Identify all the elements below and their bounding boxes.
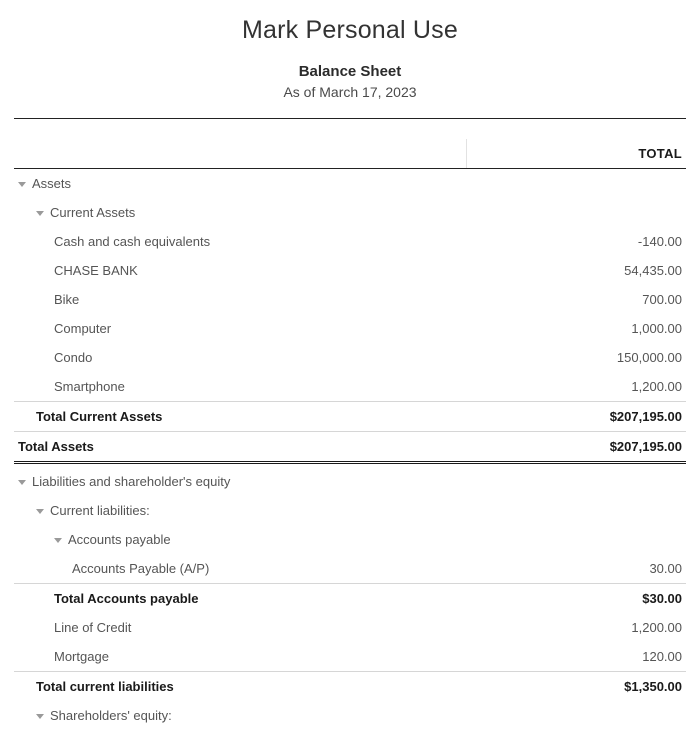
table-row: Total current liabilities $1,350.00 bbox=[14, 672, 686, 702]
row-label: Mortgage bbox=[14, 642, 466, 672]
row-label[interactable]: Liabilities and shareholder's equity bbox=[14, 463, 466, 497]
table-row: Cash and cash equivalents -140.00 bbox=[14, 227, 686, 256]
row-label[interactable]: Shareholders' equity: bbox=[14, 701, 466, 730]
row-amount bbox=[466, 198, 686, 227]
row-label[interactable]: Current liabilities: bbox=[14, 496, 466, 525]
row-label-text: Computer bbox=[54, 321, 111, 336]
row-amount bbox=[466, 496, 686, 525]
table-row: Liabilities and shareholder's equity bbox=[14, 463, 686, 497]
row-amount bbox=[466, 169, 686, 199]
table-row: Mortgage 120.00 bbox=[14, 642, 686, 672]
row-amount: $1,350.00 bbox=[466, 672, 686, 702]
row-amount: 1,000.00 bbox=[466, 314, 686, 343]
row-amount bbox=[466, 701, 686, 730]
row-label: Accounts Payable (A/P) bbox=[14, 554, 466, 584]
caret-down-icon[interactable] bbox=[36, 509, 44, 514]
row-label: Bike bbox=[14, 285, 466, 314]
row-label[interactable]: Accounts payable bbox=[14, 525, 466, 554]
report-title: Mark Personal Use bbox=[14, 16, 686, 45]
row-label: Cash and cash equivalents bbox=[14, 227, 466, 256]
table-row: Total Current Assets $207,195.00 bbox=[14, 402, 686, 432]
table-row: Total Accounts payable $30.00 bbox=[14, 584, 686, 614]
row-amount: 30.00 bbox=[466, 554, 686, 584]
header-divider bbox=[14, 118, 686, 119]
row-amount: 54,435.00 bbox=[466, 256, 686, 285]
table-row: Current Assets bbox=[14, 198, 686, 227]
row-amount: 150,000.00 bbox=[466, 343, 686, 372]
row-amount: 1,200.00 bbox=[466, 613, 686, 642]
table-row: Line of Credit 1,200.00 bbox=[14, 613, 686, 642]
table-row: Bike 700.00 bbox=[14, 285, 686, 314]
row-amount: $207,195.00 bbox=[466, 402, 686, 432]
table-row: Condo 150,000.00 bbox=[14, 343, 686, 372]
row-label: Total current liabilities bbox=[14, 672, 466, 702]
table-row: Current liabilities: bbox=[14, 496, 686, 525]
row-label: Total Current Assets bbox=[14, 402, 466, 432]
row-label-text: Total current liabilities bbox=[36, 679, 174, 694]
row-label-text: Bike bbox=[54, 292, 79, 307]
caret-down-icon[interactable] bbox=[54, 538, 62, 543]
row-label-text: Line of Credit bbox=[54, 620, 131, 635]
row-label-text: Liabilities and shareholder's equity bbox=[32, 474, 230, 489]
row-label-text: Accounts payable bbox=[68, 532, 171, 547]
row-label: Total Accounts payable bbox=[14, 584, 466, 614]
row-label-text: Smartphone bbox=[54, 379, 125, 394]
row-label-text: Total Accounts payable bbox=[54, 591, 198, 606]
row-label-text: CHASE BANK bbox=[54, 263, 138, 278]
table-row: Computer 1,000.00 bbox=[14, 314, 686, 343]
row-label: Total Assets bbox=[14, 432, 466, 463]
table-row: Shareholders' equity: bbox=[14, 701, 686, 730]
table-row: CHASE BANK 54,435.00 bbox=[14, 256, 686, 285]
row-label-text: Current Assets bbox=[50, 205, 135, 220]
row-label: Computer bbox=[14, 314, 466, 343]
row-label-text: Assets bbox=[32, 176, 71, 191]
row-label-text: Total Current Assets bbox=[36, 409, 162, 424]
row-label[interactable]: Assets bbox=[14, 169, 466, 199]
report-date: As of March 17, 2023 bbox=[14, 84, 686, 100]
row-label-text: Mortgage bbox=[54, 649, 109, 664]
row-amount: $30.00 bbox=[466, 584, 686, 614]
row-amount: -140.00 bbox=[466, 227, 686, 256]
table-row: Total Assets $207,195.00 bbox=[14, 432, 686, 463]
caret-down-icon[interactable] bbox=[18, 480, 26, 485]
row-label: Condo bbox=[14, 343, 466, 372]
table-row: Accounts Payable (A/P) 30.00 bbox=[14, 554, 686, 584]
column-header-label bbox=[14, 139, 466, 169]
caret-down-icon[interactable] bbox=[36, 211, 44, 216]
row-label-text: Cash and cash equivalents bbox=[54, 234, 210, 249]
row-label-text: Total Assets bbox=[18, 439, 94, 454]
row-label: Smartphone bbox=[14, 372, 466, 402]
row-amount: 1,200.00 bbox=[466, 372, 686, 402]
row-label-text: Shareholders' equity: bbox=[50, 708, 172, 723]
table-row: Smartphone 1,200.00 bbox=[14, 372, 686, 402]
balance-sheet-table: TOTAL Assets Current Assets Cash and cash … bbox=[14, 139, 686, 730]
row-amount: 700.00 bbox=[466, 285, 686, 314]
row-label: Line of Credit bbox=[14, 613, 466, 642]
column-header-total: TOTAL bbox=[466, 139, 686, 169]
row-amount: 120.00 bbox=[466, 642, 686, 672]
row-label-text: Condo bbox=[54, 350, 92, 365]
caret-down-icon[interactable] bbox=[18, 182, 26, 187]
row-label-text: Accounts Payable (A/P) bbox=[72, 561, 209, 576]
row-amount: $207,195.00 bbox=[466, 432, 686, 463]
row-amount bbox=[466, 463, 686, 497]
row-label[interactable]: Current Assets bbox=[14, 198, 466, 227]
table-row: Assets bbox=[14, 169, 686, 199]
table-row: Accounts payable bbox=[14, 525, 686, 554]
row-label-text: Current liabilities: bbox=[50, 503, 150, 518]
row-label: CHASE BANK bbox=[14, 256, 466, 285]
report-subtitle: Balance Sheet bbox=[14, 63, 686, 80]
caret-down-icon[interactable] bbox=[36, 714, 44, 719]
row-amount bbox=[466, 525, 686, 554]
